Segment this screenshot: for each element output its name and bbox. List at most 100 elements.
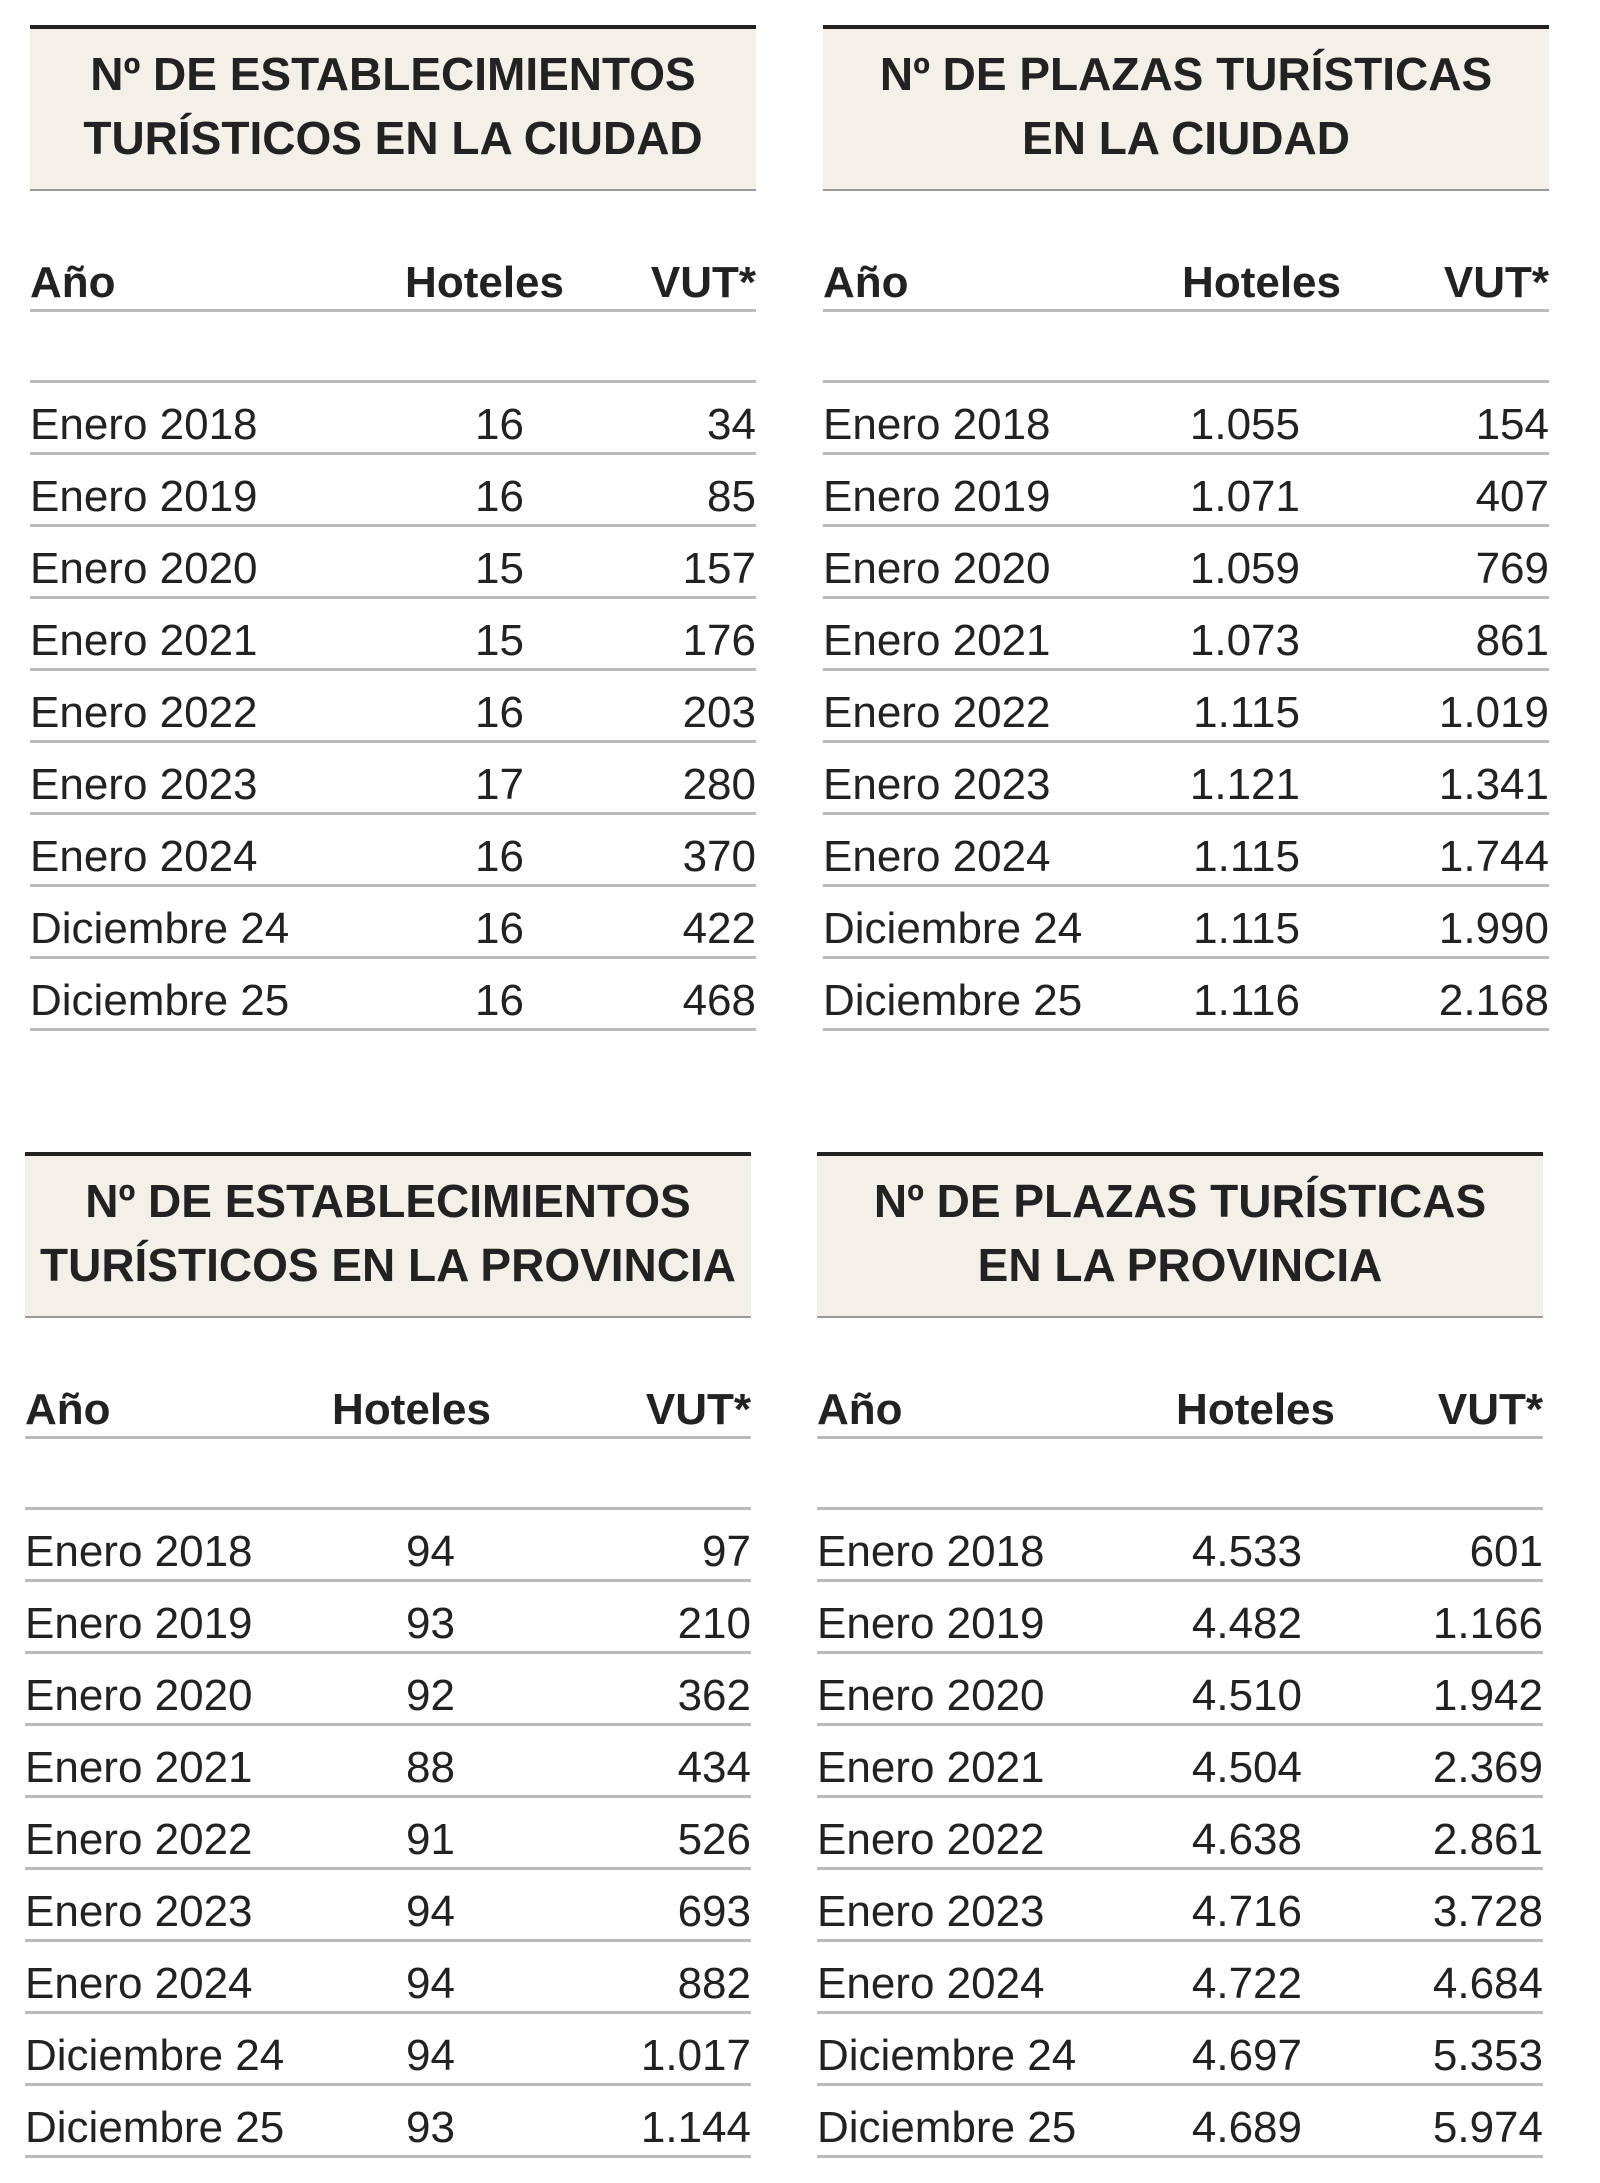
column-header: VUT*: [650, 258, 756, 307]
vut-value: 4.684: [1432, 1959, 1543, 2008]
row-rule: [817, 1939, 1543, 1942]
row-rule: [30, 956, 756, 959]
table: Nº DE PLAZAS TURÍSTICAS EN LA CIUDAD Año Ho…: [823, 25, 1549, 1055]
hotels-value: 93: [406, 1599, 455, 1648]
hotels-value: 93: [406, 2103, 455, 2152]
period: Enero 2020: [817, 1671, 1045, 1720]
period: Enero 2019: [25, 1599, 253, 1648]
column-header: VUT*: [1437, 1385, 1543, 1434]
period: Enero 2021: [823, 616, 1051, 665]
period: Enero 2019: [817, 1599, 1045, 1648]
title-line: EN LA CIUDAD: [1022, 112, 1350, 164]
period: Enero 2018: [817, 1527, 1045, 1576]
hotels-value: 1.115: [1193, 904, 1300, 953]
vut-value: 5.353: [1432, 2031, 1543, 2080]
table: Nº DE ESTABLECIMIENTOS TURÍSTICOS EN LA P…: [25, 1152, 751, 2182]
title-line: Nº DE ESTABLECIMIENTOS: [90, 48, 696, 100]
row-rule: [25, 1579, 751, 1582]
period: Enero 2019: [30, 472, 258, 521]
hotels-value: 16: [475, 400, 524, 449]
row-rule: [823, 1028, 1549, 1031]
period: Enero 2023: [25, 1887, 253, 1936]
period: Enero 2023: [817, 1887, 1045, 1936]
period: Diciembre 24: [30, 904, 290, 953]
title-box: [823, 25, 1549, 191]
hotels-value: 94: [406, 1887, 455, 1936]
row-rule: [817, 2083, 1543, 2086]
title-box: [25, 1152, 751, 1318]
hotels-value: 1.073: [1189, 616, 1300, 665]
period: Enero 2024: [817, 1959, 1045, 2008]
vut-value: 154: [1475, 400, 1549, 449]
vut-value: 693: [677, 1887, 751, 1936]
row-rule: [30, 740, 756, 743]
row-rule: [30, 884, 756, 887]
title-box: [30, 25, 756, 191]
period: Diciembre 24: [817, 2031, 1077, 2080]
hotels-value: 4.504: [1191, 1743, 1302, 1792]
vut-value: 468: [682, 976, 756, 1025]
period: Enero 2018: [30, 400, 258, 449]
spacer-rule: [823, 380, 1549, 383]
vut-value: 362: [677, 1671, 751, 1720]
row-rule: [823, 596, 1549, 599]
hotels-value: 1.115: [1193, 688, 1300, 737]
vut-value: 2.168: [1438, 976, 1549, 1025]
hotels-value: 4.716: [1191, 1887, 1302, 1936]
vut-value: 85: [707, 472, 756, 521]
column-header: Hoteles: [405, 258, 564, 307]
vut-value: 526: [677, 1815, 751, 1864]
vut-value: 882: [677, 1959, 751, 2008]
vut-value: 601: [1469, 1527, 1543, 1576]
period: Enero 2022: [30, 688, 258, 737]
hotels-value: 4.533: [1191, 1527, 1302, 1576]
hotels-value: 15: [475, 544, 524, 593]
row-rule: [25, 1939, 751, 1942]
hotels-value: 94: [406, 1527, 455, 1576]
table: Nº DE PLAZAS TURÍSTICAS EN LA PROVINCIA Añ…: [817, 1152, 1543, 2182]
row-rule: [30, 1028, 756, 1031]
spacer-rule: [25, 1507, 751, 1510]
hotels-value: 15: [475, 616, 524, 665]
row-rule: [25, 1867, 751, 1870]
column-header: Año: [817, 1385, 903, 1434]
hotels-value: 1.115: [1193, 832, 1300, 881]
row-rule: [25, 1651, 751, 1654]
column-header: Hoteles: [332, 1385, 491, 1434]
vut-value: 1.341: [1438, 760, 1549, 809]
column-header: VUT*: [1443, 258, 1549, 307]
vut-value: 210: [677, 1599, 751, 1648]
period: Enero 2020: [823, 544, 1051, 593]
hotels-value: 92: [406, 1671, 455, 1720]
table: Nº DE ESTABLECIMIENTOS TURÍSTICOS EN LA C…: [30, 25, 756, 1055]
title-line: TURÍSTICOS EN LA CIUDAD: [83, 112, 703, 164]
column-header: Hoteles: [1176, 1385, 1335, 1434]
hotels-value: 1.116: [1193, 976, 1300, 1025]
hotels-value: 1.059: [1189, 544, 1300, 593]
period: Diciembre 25: [817, 2103, 1077, 2152]
row-rule: [823, 812, 1549, 815]
row-rule: [817, 1723, 1543, 1726]
column-header: Año: [823, 258, 909, 307]
period: Enero 2020: [25, 1671, 253, 1720]
row-rule: [817, 2011, 1543, 2014]
vut-value: 434: [677, 1743, 751, 1792]
period: Diciembre 25: [823, 976, 1083, 1025]
title-line: EN LA PROVINCIA: [977, 1239, 1383, 1291]
row-rule: [823, 524, 1549, 527]
period: Diciembre 24: [823, 904, 1083, 953]
vut-value: 861: [1475, 616, 1549, 665]
title-line: Nº DE PLAZAS TURÍSTICAS: [873, 1175, 1487, 1227]
row-rule: [25, 2011, 751, 2014]
hotels-value: 1.055: [1189, 400, 1300, 449]
column-header: VUT*: [645, 1385, 751, 1434]
vut-value: 176: [682, 616, 756, 665]
row-rule: [25, 2155, 751, 2158]
vut-value: 5.974: [1432, 2103, 1543, 2152]
title-line: Nº DE ESTABLECIMIENTOS: [85, 1175, 691, 1227]
vut-value: 422: [682, 904, 756, 953]
vut-value: 157: [682, 544, 756, 593]
period: Enero 2023: [30, 760, 258, 809]
period: Enero 2022: [823, 688, 1051, 737]
hotels-value: 4.697: [1191, 2031, 1302, 2080]
